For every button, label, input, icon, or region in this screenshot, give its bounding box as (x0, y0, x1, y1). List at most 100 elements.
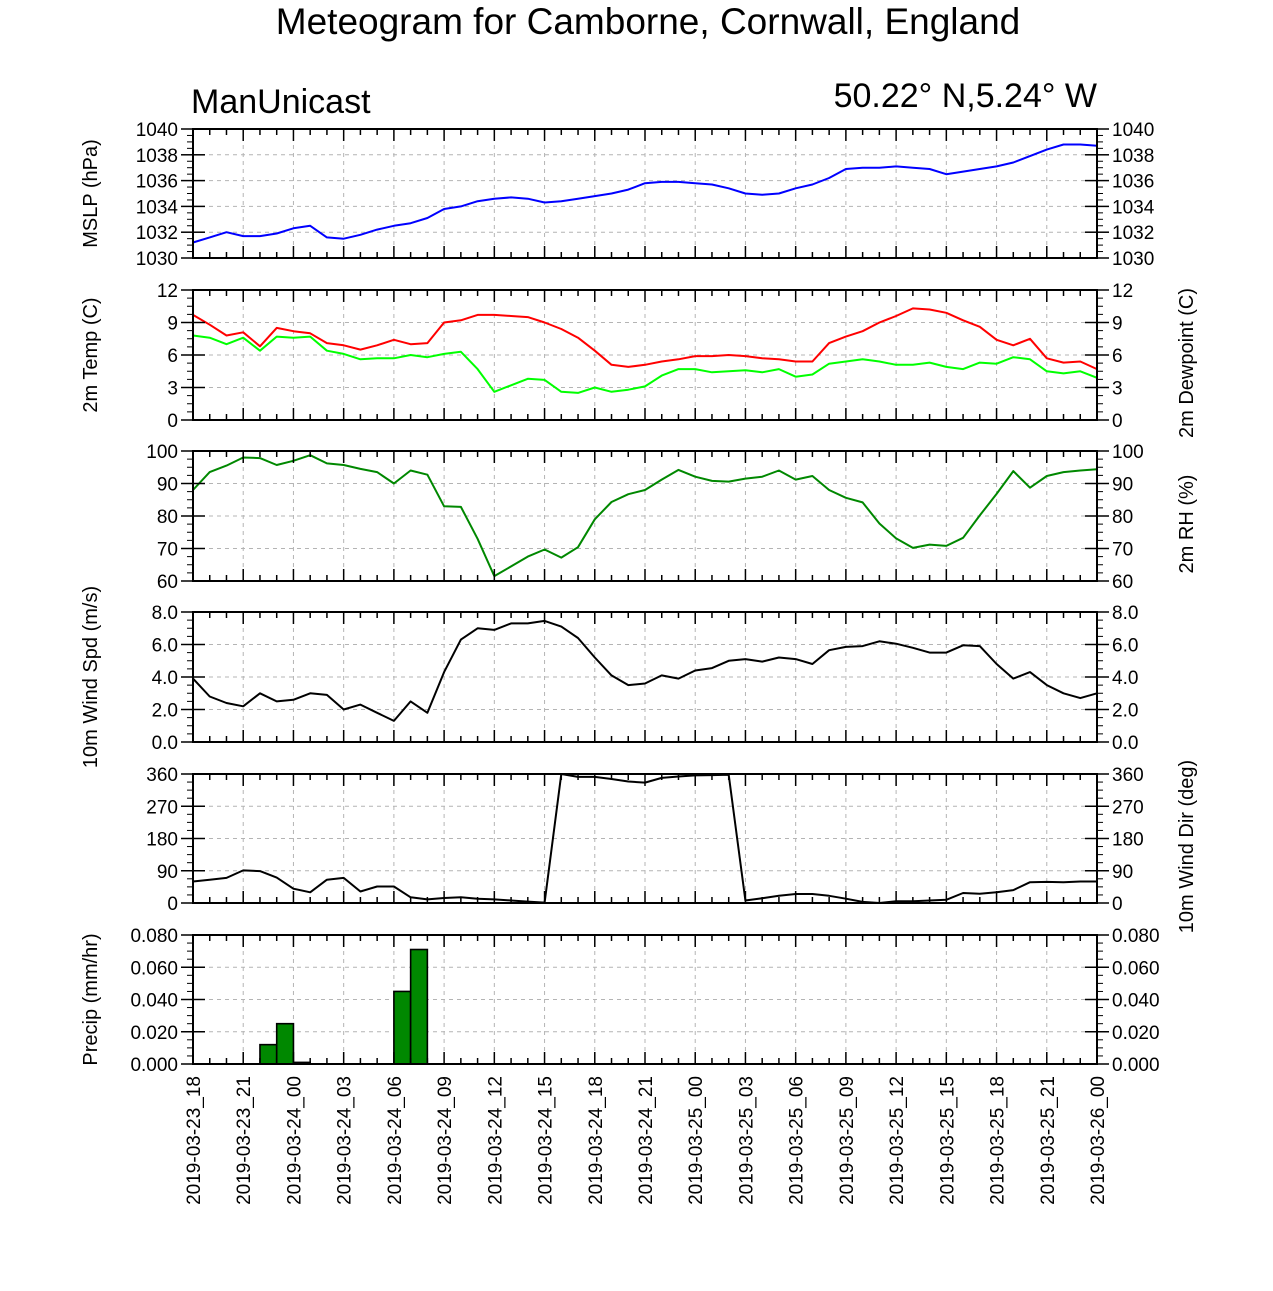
y-tick-label-left: 1030 (136, 249, 178, 270)
dewpoint-series-line (192, 334, 1098, 394)
y-tick-label-left: 0.080 (130, 926, 178, 947)
x-tick-label: 2019-03-24_12 (485, 1076, 506, 1205)
y-tick-label-left: 360 (146, 765, 178, 786)
y-tick-label-right: 180 (1112, 830, 1144, 851)
x-tick-label: 2019-03-25_12 (887, 1076, 908, 1205)
y-tick-label-right: 6.0 (1112, 636, 1138, 657)
y-tick-label-right: 60 (1112, 572, 1133, 593)
rh-series-line (192, 454, 1098, 578)
y-tick-label-right: 1032 (1112, 223, 1154, 244)
y-tick-label-right: 1034 (1112, 197, 1155, 218)
panel-precip: 0.000 0.000 0.020 0.020 0.040 0.040 0.060 0.060… (80, 926, 1160, 1076)
y-tick-label-left: 1032 (136, 223, 178, 244)
y-tick-label-right: 12 (1112, 281, 1133, 302)
x-tick-label: 2019-03-25_21 (1038, 1076, 1059, 1205)
y-tick-label-right: 0.060 (1112, 958, 1160, 979)
precip-bar (275, 1022, 295, 1065)
y-tick-label-left: 0 (167, 894, 178, 915)
y-tick-label-left: 180 (146, 830, 178, 851)
precip-bar (393, 990, 412, 1065)
x-tick-label: 2019-03-25_15 (937, 1076, 958, 1205)
y-tick-label-left: 1036 (136, 172, 178, 193)
y-tick-label-left: 9 (167, 314, 178, 335)
y-tick-label-left: 12 (157, 281, 178, 302)
y-tick-label-left: 70 (157, 540, 178, 561)
y-tick-label-left: 90 (157, 475, 178, 496)
x-tick-label: 2019-03-25_06 (787, 1076, 808, 1205)
y-tick-label-left: 80 (157, 507, 178, 528)
y-axis-title-right: 2m Dewpoint (C) (1176, 288, 1198, 438)
y-tick-label-left: 1034 (136, 197, 179, 218)
model-label: ManUnicast (191, 83, 371, 121)
panel-wind_dir: 0 0 90 90 180 180 270 270 360 360 10m Wind Dir (de… (146, 760, 1198, 933)
x-tick-label: 2019-03-25_03 (736, 1076, 757, 1205)
y-tick-label-right: 8.0 (1112, 603, 1138, 624)
precip-bar (409, 948, 429, 1065)
y-tick-label-right: 4.0 (1112, 668, 1138, 689)
y-tick-label-right: 0.080 (1112, 926, 1160, 947)
y-tick-label-left: 6 (167, 346, 178, 367)
y-axis-title-left: 10m Wind Spd (m/s) (80, 586, 102, 768)
y-tick-label-right: 6 (1112, 346, 1123, 367)
x-tick-label: 2019-03-23_21 (234, 1076, 255, 1205)
y-tick-label-left: 2.0 (152, 701, 178, 722)
y-tick-label-left: 1038 (136, 146, 178, 167)
y-tick-label-right: 3 (1112, 379, 1123, 400)
y-tick-label-right: 1030 (1112, 249, 1154, 270)
x-tick-label: 2019-03-24_18 (586, 1076, 607, 1205)
y-tick-label-right: 270 (1112, 797, 1144, 818)
x-tick-label: 2019-03-24_06 (385, 1076, 406, 1205)
y-tick-label-right: 90 (1112, 862, 1133, 883)
y-tick-label-right: 0.000 (1112, 1055, 1160, 1076)
y-tick-label-right: 0.020 (1112, 1023, 1160, 1044)
y-tick-label-right: 2.0 (1112, 701, 1138, 722)
panels: 1030 1030 1032 1032 1034 1034 1036 1036 1038 1038… (80, 120, 1198, 1076)
y-tick-label-left: 100 (146, 442, 178, 463)
panel-temp: 0 0 3 3 6 6 9 9 12 12 2m Temp (C) 2m Dewpoint (C) (80, 281, 1198, 438)
y-tick-label-left: 90 (157, 862, 178, 883)
y-tick-label-left: 3 (167, 379, 178, 400)
x-tick-label: 2019-03-25_00 (686, 1076, 707, 1205)
x-tick-label: 2019-03-26_00 (1088, 1076, 1109, 1205)
y-axis-title-right: 2m RH (%) (1176, 475, 1198, 574)
y-tick-label-right: 90 (1112, 475, 1133, 496)
y-tick-label-left: 270 (146, 797, 178, 818)
x-tick-label: 2019-03-24_03 (335, 1076, 356, 1205)
y-tick-label-right: 100 (1112, 442, 1144, 463)
x-tick-label: 2019-03-24_15 (536, 1076, 557, 1205)
y-tick-label-left: 6.0 (152, 636, 178, 657)
x-tick-label: 2019-03-25_09 (837, 1076, 858, 1205)
location-label: 50.22° N,5.24° W (834, 77, 1097, 115)
y-tick-label-right: 0 (1112, 894, 1123, 915)
y-tick-label-right: 80 (1112, 507, 1133, 528)
precip-bar (259, 1043, 278, 1065)
y-tick-label-left: 0.0 (152, 733, 178, 754)
y-tick-label-right: 0.040 (1112, 991, 1160, 1012)
chart-title: Meteogram for Camborne, Cornwall, Englan… (276, 1, 1020, 42)
panel-mslp: 1030 1030 1032 1032 1034 1034 1036 1036 1038 1038… (80, 120, 1155, 270)
y-tick-label-left: 0 (167, 411, 178, 432)
wind-series-line (192, 619, 1098, 722)
x-tick-label: 2019-03-24_21 (636, 1076, 657, 1205)
y-tick-label-left: 0.040 (130, 991, 178, 1012)
y-tick-label-left: 1040 (136, 120, 178, 141)
y-tick-label-right: 9 (1112, 314, 1123, 335)
y-axis-title-left: Precip (mm/hr) (80, 933, 102, 1065)
y-tick-label-left: 0.020 (130, 1023, 178, 1044)
y-tick-label-right: 0.0 (1112, 733, 1138, 754)
y-tick-label-right: 1036 (1112, 172, 1154, 193)
x-tick-label: 2019-03-24_00 (284, 1076, 305, 1205)
x-tick-label: 2019-03-24_09 (435, 1076, 456, 1205)
panel-wind_speed: 0.0 0.0 2.0 2.0 4.0 4.0 6.0 6.0 8.0 8.0 10m Wind S… (80, 586, 1138, 768)
y-tick-label-right: 0 (1112, 411, 1123, 432)
y-tick-label-left: 4.0 (152, 668, 178, 689)
y-axis-title-right: 10m Wind Dir (deg) (1176, 760, 1198, 933)
y-tick-label-left: 60 (157, 572, 178, 593)
temp-series-line (192, 307, 1098, 371)
y-tick-label-right: 70 (1112, 540, 1133, 561)
x-axis: 2019-03-23_18 2019-03-23_21 2019-03-24_00 2… (184, 1076, 1109, 1205)
panel-rh: 60 60 70 70 80 80 90 90 100 100 2m RH (%) (146, 442, 1198, 593)
y-axis-title-left: 2m Temp (C) (80, 297, 102, 412)
y-tick-label-left: 0.060 (130, 958, 178, 979)
